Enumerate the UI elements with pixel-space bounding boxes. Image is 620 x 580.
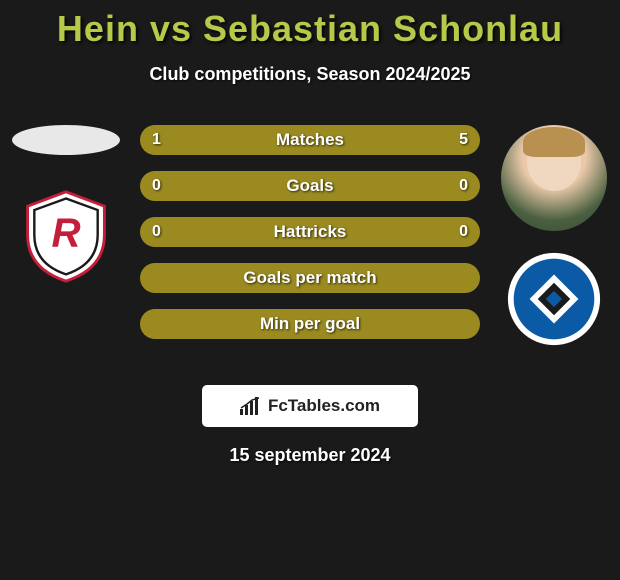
subtitle: Club competitions, Season 2024/2025 (0, 64, 620, 85)
stat-left-value: 1 (152, 131, 161, 149)
stat-right-value: 0 (459, 177, 468, 195)
player-photo-placeholder (12, 125, 120, 155)
player-photo (501, 125, 607, 231)
date-label: 15 september 2024 (0, 445, 620, 466)
stat-row: Min per goal (140, 309, 480, 339)
stat-row: Goals per match (140, 263, 480, 293)
stat-row: Matches 1 5 (140, 125, 480, 155)
stat-right-value: 0 (459, 223, 468, 241)
stat-row: Hattricks 0 0 (140, 217, 480, 247)
right-player-column (494, 125, 614, 347)
stat-left-value: 0 (152, 223, 161, 241)
stat-left-value: 0 (152, 177, 161, 195)
stats-area: R Matches 1 5 Goals 0 0 Hattricks 0 0 Goals per m… (0, 125, 620, 385)
stat-bars: Matches 1 5 Goals 0 0 Hattricks 0 0 Goals per mat… (140, 125, 480, 355)
stat-label: Goals (286, 176, 333, 196)
stat-label: Min per goal (260, 314, 360, 334)
comparison-card: Hein vs Sebastian Schonlau Club competit… (0, 0, 620, 466)
stat-row: Goals 0 0 (140, 171, 480, 201)
stat-label: Goals per match (243, 268, 376, 288)
left-player-column: R (6, 125, 126, 283)
watermark-text: FcTables.com (268, 396, 380, 416)
club-logo-right (506, 251, 602, 347)
watermark: FcTables.com (202, 385, 418, 427)
club-logo-left: R (18, 187, 114, 283)
stat-right-value: 5 (459, 131, 468, 149)
svg-text:R: R (51, 210, 80, 256)
stat-label: Matches (276, 130, 344, 150)
page-title: Hein vs Sebastian Schonlau (0, 0, 620, 50)
chart-icon (240, 397, 262, 415)
stat-label: Hattricks (274, 222, 347, 242)
